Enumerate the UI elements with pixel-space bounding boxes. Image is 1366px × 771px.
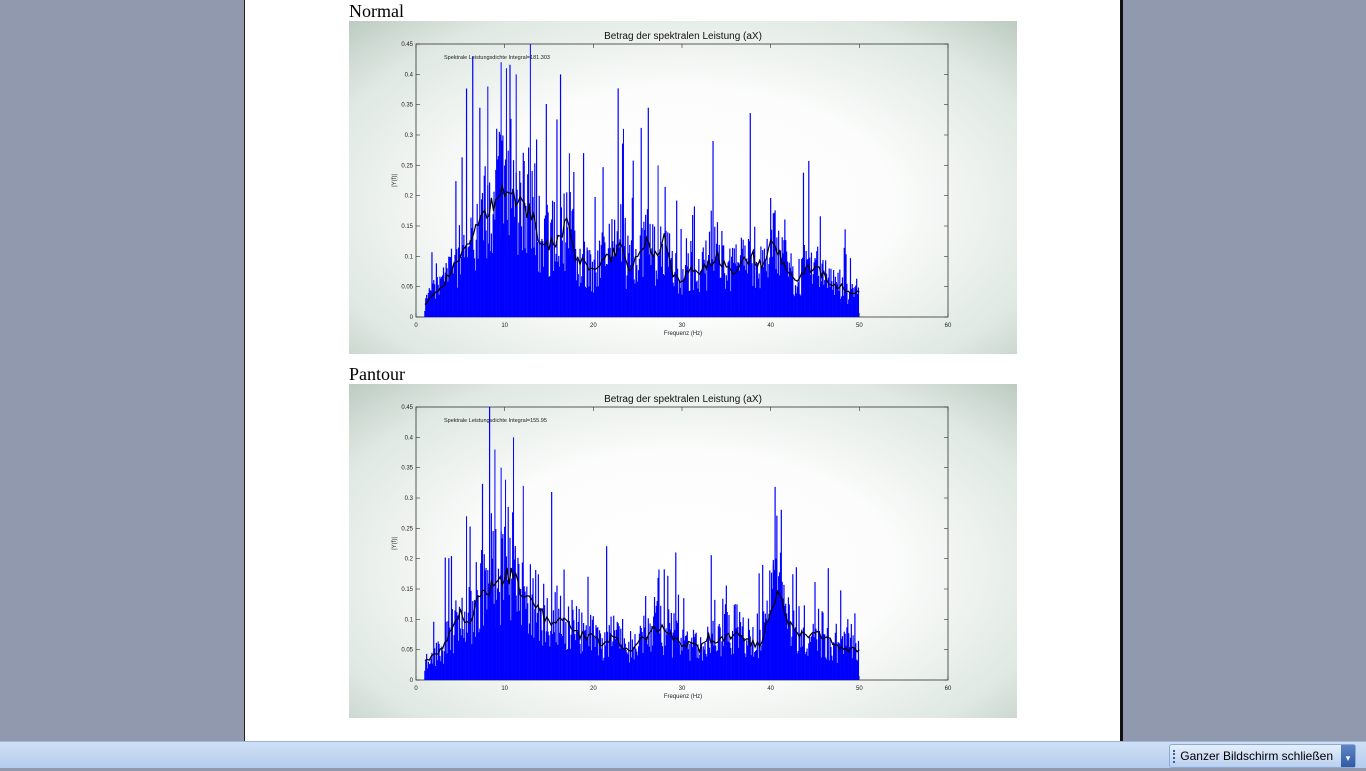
spectrum-bars: [424, 407, 860, 680]
y-tick-label: 0.45: [401, 42, 413, 48]
x-tick-label: 10: [501, 323, 508, 329]
x-tick-label: 50: [856, 323, 863, 329]
chart-normal: Betrag der spektralen Leistung (aX) 0 10 20…: [349, 21, 1017, 354]
x-tick-label: 10: [501, 686, 508, 692]
y-axis-label: |Y(f)|: [392, 537, 398, 550]
y-tick-label: 0.2: [405, 557, 414, 563]
document-page: Normal Betrag der spektralen Leistung (a…: [244, 0, 1123, 741]
y-tick-label: 0.25: [401, 526, 413, 532]
x-axis-label: Frequenz (Hz): [664, 694, 702, 700]
x-tick-label: 0: [414, 686, 418, 692]
y-tick-label: 0.25: [401, 163, 413, 169]
y-tick-label: 0.15: [401, 224, 413, 230]
section-heading-pantour: Pantour: [349, 364, 405, 384]
y-tick-label: 0.3: [405, 133, 414, 139]
status-bar: Ganzer Bildschirm schließen ▾: [0, 741, 1366, 768]
y-tick-label: 0: [410, 315, 414, 321]
annotation-text: Spektrale Leistungsdichte Integral=155.9…: [444, 418, 547, 424]
x-axis-label: Frequenz (Hz): [664, 331, 702, 337]
chart-title: Betrag der spektralen Leistung (aX): [604, 31, 762, 42]
y-tick-label: 0.45: [401, 405, 413, 411]
y-tick-label: 0.05: [401, 648, 413, 654]
x-tick-label: 0: [414, 323, 418, 329]
smoothed-line: [424, 567, 860, 662]
x-tick-label: 60: [945, 686, 952, 692]
y-tick-label: 0.4: [405, 435, 414, 441]
y-tick-label: 0.15: [401, 587, 413, 593]
x-tick-label: 20: [590, 323, 597, 329]
y-tick-label: 0.1: [405, 254, 414, 260]
x-tick-label: 20: [590, 686, 597, 692]
smoothed-line: [424, 184, 860, 305]
section-heading-normal: Normal: [349, 1, 404, 21]
x-tick-label: 30: [679, 323, 686, 329]
y-tick-label: 0.35: [401, 466, 413, 472]
chart-title: Betrag der spektralen Leistung (aX): [604, 394, 762, 405]
close-fullscreen-button[interactable]: Ganzer Bildschirm schließen ▾: [1169, 744, 1356, 768]
y-tick-label: 0.2: [405, 194, 414, 200]
x-tick-label: 50: [856, 686, 863, 692]
x-tick-label: 30: [679, 686, 686, 692]
y-tick-label: 0: [410, 678, 414, 684]
y-tick-label: 0.3: [405, 496, 414, 502]
x-tick-label: 40: [767, 323, 774, 329]
y-tick-label: 0.4: [405, 72, 414, 78]
y-tick-label: 0.1: [405, 617, 414, 623]
x-tick-label: 40: [767, 686, 774, 692]
y-tick-label: 0.05: [401, 285, 413, 291]
chart-svg-pantour: Betrag der spektralen Leistung (aX) 0 10 20…: [392, 394, 952, 700]
close-fullscreen-label: Ganzer Bildschirm schließen: [1180, 749, 1333, 763]
spectrum-bars: [424, 56, 860, 317]
grip-icon: [1173, 750, 1176, 763]
x-tick-label: 60: [945, 323, 952, 329]
chart-svg-normal: Betrag der spektralen Leistung (aX) 0 10 20…: [392, 31, 952, 337]
annotation-text: Spektrale Leistungsdichte Integral=181.3…: [444, 55, 550, 61]
dropdown-arrow-icon[interactable]: ▾: [1341, 745, 1355, 767]
y-axis-label: |Y(f)|: [392, 174, 398, 187]
chart-pantour: Betrag der spektralen Leistung (aX) 0 10 20…: [349, 384, 1017, 718]
y-tick-label: 0.35: [401, 103, 413, 109]
